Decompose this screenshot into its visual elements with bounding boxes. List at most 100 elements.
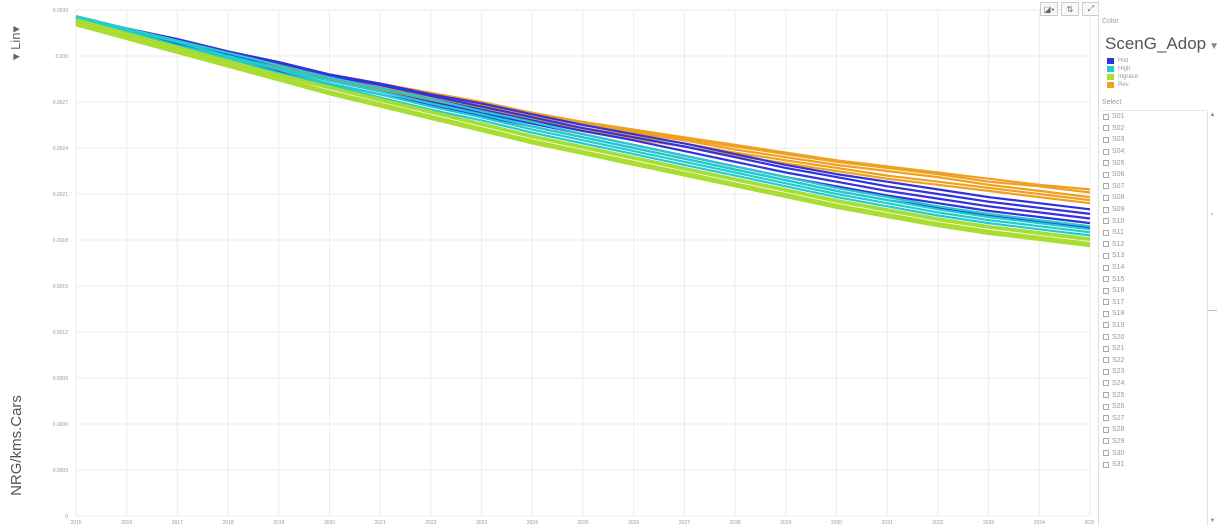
- series-line-ingrace: [75, 19, 1091, 242]
- select-item[interactable]: S13: [1101, 250, 1205, 262]
- x-tick-label: 2020: [324, 520, 335, 526]
- select-item[interactable]: S11: [1101, 227, 1205, 239]
- select-item[interactable]: S08: [1101, 192, 1205, 204]
- y-tick-label: 0.0009: [53, 376, 69, 382]
- select-item-label: S23: [1112, 368, 1125, 376]
- color-variable-select[interactable]: ScenG_Adop ▼: [1105, 34, 1218, 54]
- select-item[interactable]: S01: [1101, 111, 1205, 123]
- checkbox[interactable]: [1103, 322, 1109, 329]
- checkbox[interactable]: [1103, 160, 1109, 167]
- select-item-label: S27: [1112, 414, 1125, 422]
- legend-item[interactable]: Hist: [1107, 57, 1138, 65]
- select-item[interactable]: S31: [1101, 459, 1205, 471]
- select-item[interactable]: S22: [1101, 354, 1205, 366]
- checkbox[interactable]: [1103, 334, 1109, 341]
- select-item[interactable]: S29: [1101, 436, 1205, 448]
- series-line-high: [75, 16, 1091, 231]
- select-item[interactable]: S25: [1101, 389, 1205, 401]
- select-item[interactable]: S12: [1101, 239, 1205, 251]
- series-lines: [75, 15, 1091, 248]
- select-item[interactable]: S28: [1101, 424, 1205, 436]
- select-caption: Select: [1102, 99, 1122, 106]
- select-item[interactable]: S02: [1101, 123, 1205, 135]
- scroll-down-icon[interactable]: ▼: [1209, 518, 1216, 524]
- select-item[interactable]: S14: [1101, 262, 1205, 274]
- checkbox[interactable]: [1103, 206, 1109, 213]
- select-item[interactable]: S17: [1101, 297, 1205, 309]
- checkbox[interactable]: [1103, 194, 1109, 201]
- checkbox[interactable]: [1103, 148, 1109, 155]
- select-item[interactable]: S09: [1101, 204, 1205, 216]
- select-item[interactable]: S26: [1101, 401, 1205, 413]
- checkbox[interactable]: [1103, 136, 1109, 143]
- select-item[interactable]: S07: [1101, 181, 1205, 193]
- reset-view-button[interactable]: ◪▪: [1040, 2, 1058, 16]
- select-item[interactable]: S15: [1101, 273, 1205, 285]
- checkbox[interactable]: [1103, 310, 1109, 317]
- x-tick-label: 2023: [476, 520, 487, 526]
- sort-button[interactable]: ⇅: [1061, 2, 1079, 16]
- select-item[interactable]: S24: [1101, 378, 1205, 390]
- checkbox[interactable]: [1103, 171, 1109, 178]
- series-line-high: [75, 15, 1091, 228]
- select-item[interactable]: S19: [1101, 320, 1205, 332]
- chevron-down-icon: ▼: [1209, 41, 1218, 52]
- sort-icon: ⇅: [1066, 4, 1074, 14]
- select-item[interactable]: S27: [1101, 412, 1205, 424]
- legend-item[interactable]: Rev: [1107, 81, 1138, 89]
- select-item[interactable]: S16: [1101, 285, 1205, 297]
- select-item-label: S01: [1112, 113, 1125, 121]
- checkbox[interactable]: [1103, 287, 1109, 294]
- checkbox[interactable]: [1103, 357, 1109, 364]
- scroll-thumb[interactable]: [1211, 213, 1213, 215]
- select-item-label: S06: [1112, 171, 1125, 179]
- checkbox[interactable]: [1103, 345, 1109, 352]
- series-line-ingrace: [75, 22, 1091, 246]
- select-item-label: S22: [1112, 356, 1125, 364]
- select-item[interactable]: S21: [1101, 343, 1205, 355]
- checkbox[interactable]: [1103, 415, 1109, 422]
- checkbox[interactable]: [1103, 368, 1109, 375]
- select-item[interactable]: S05: [1101, 157, 1205, 169]
- series-line-hist: [75, 16, 1091, 211]
- checkbox[interactable]: [1103, 264, 1109, 271]
- selection-scrollbar[interactable]: ▲ ▼: [1207, 110, 1217, 526]
- scale-toggle[interactable]: ▾ Lin▾: [6, 8, 26, 78]
- x-tick-label: 2027: [679, 520, 690, 526]
- series-line-high: [75, 19, 1091, 237]
- select-item[interactable]: S23: [1101, 366, 1205, 378]
- select-item[interactable]: S30: [1101, 447, 1205, 459]
- select-item-label: S07: [1112, 182, 1125, 190]
- checkbox[interactable]: [1103, 426, 1109, 433]
- checkbox[interactable]: [1103, 450, 1109, 457]
- checkbox[interactable]: [1103, 438, 1109, 445]
- x-tick-label: 2034: [1034, 520, 1045, 526]
- checkbox[interactable]: [1103, 403, 1109, 410]
- checkbox[interactable]: [1103, 392, 1109, 399]
- select-item[interactable]: S10: [1101, 215, 1205, 227]
- checkbox[interactable]: [1103, 183, 1109, 190]
- select-item[interactable]: S18: [1101, 308, 1205, 320]
- checkbox[interactable]: [1103, 276, 1109, 283]
- select-item[interactable]: S06: [1101, 169, 1205, 181]
- select-item[interactable]: S03: [1101, 134, 1205, 146]
- scale-toggle-label: ▾ Lin▾: [8, 25, 24, 61]
- color-variable-label: ScenG_Adop: [1105, 34, 1207, 53]
- select-item[interactable]: S04: [1101, 146, 1205, 158]
- checkbox[interactable]: [1103, 461, 1109, 468]
- scroll-up-icon[interactable]: ▲: [1209, 112, 1216, 118]
- checkbox[interactable]: [1103, 380, 1109, 387]
- checkbox[interactable]: [1103, 229, 1109, 236]
- x-tick-label: 2028: [730, 520, 741, 526]
- select-item[interactable]: S20: [1101, 331, 1205, 343]
- checkbox[interactable]: [1103, 125, 1109, 132]
- x-tick-label: 2026: [628, 520, 639, 526]
- checkbox[interactable]: [1103, 241, 1109, 248]
- checkbox[interactable]: [1103, 113, 1109, 120]
- legend-item[interactable]: Ingrace: [1107, 73, 1138, 81]
- select-item-label: S02: [1112, 124, 1125, 132]
- checkbox[interactable]: [1103, 252, 1109, 259]
- checkbox[interactable]: [1103, 299, 1109, 306]
- legend-item[interactable]: High: [1107, 65, 1138, 73]
- checkbox[interactable]: [1103, 218, 1109, 225]
